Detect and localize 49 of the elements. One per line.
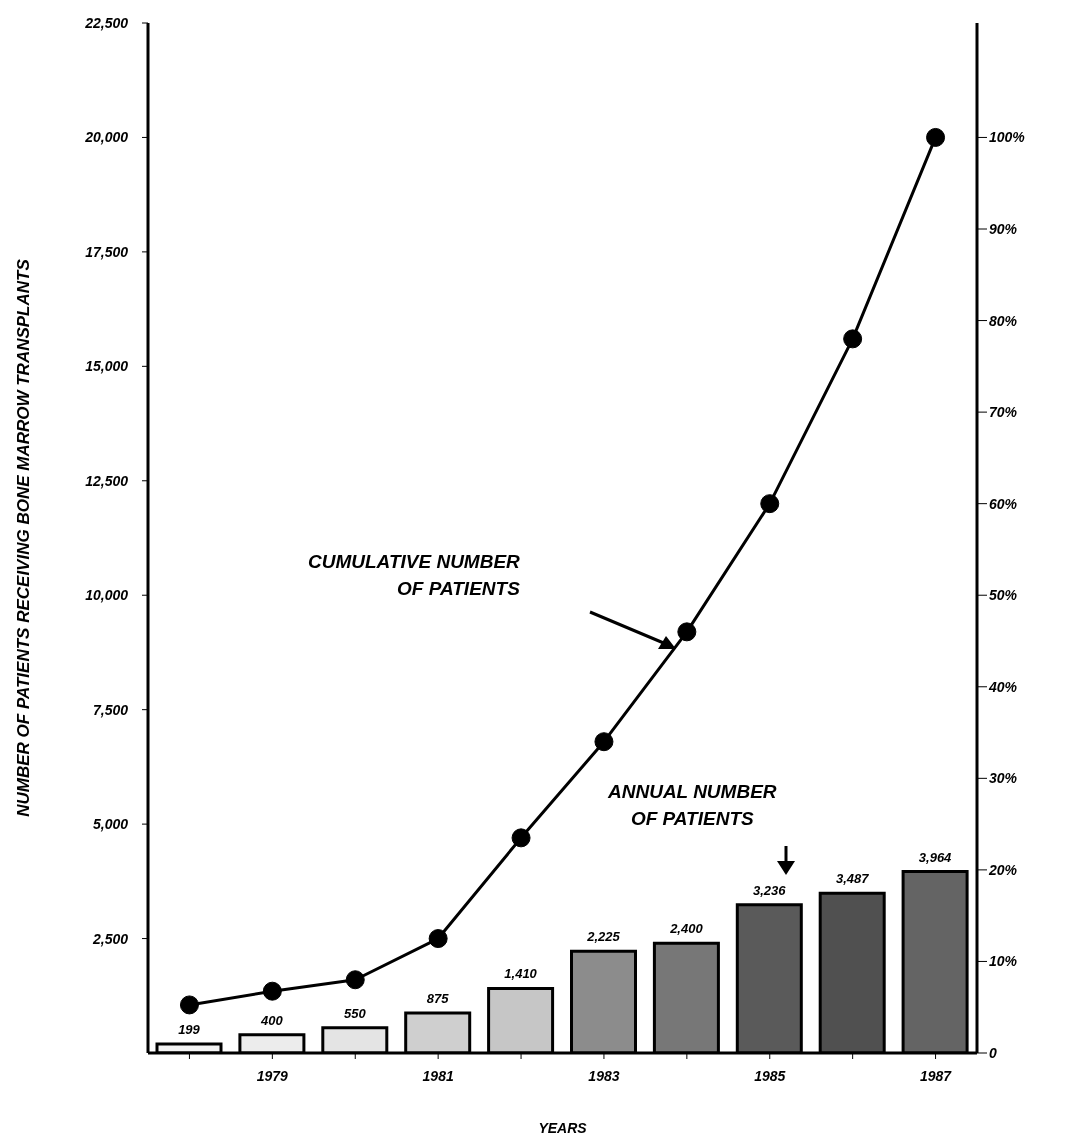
y-tick-label: 22,500 <box>84 14 129 31</box>
y-axis-title: NUMBER OF PATIENTS RECEIVING BONE MARROW TRANSPLANTS <box>14 258 34 817</box>
y-tick-label: 17,500 <box>85 243 129 260</box>
y2-tick-label: 60% <box>989 495 1018 512</box>
y2-tick-label: 80% <box>989 312 1018 329</box>
x-tick-label: 1979 <box>256 1067 289 1084</box>
data-label: 3,964 <box>918 849 953 865</box>
y2-tick-label: 20% <box>988 861 1018 878</box>
data-label: 3,236 <box>753 882 787 898</box>
data-label: 2,400 <box>669 921 704 937</box>
point <box>262 981 282 1001</box>
x-tick-label: 1987 <box>919 1067 953 1084</box>
data-label: 3,487 <box>835 871 870 887</box>
point <box>428 929 448 949</box>
point <box>594 732 614 752</box>
data-label: 2,225 <box>586 929 621 945</box>
y2-tick-label: 10% <box>989 953 1018 970</box>
data-label: 875 <box>426 990 450 1006</box>
data-label: 550 <box>343 1005 367 1021</box>
y2-tick-label: 30% <box>989 770 1018 787</box>
y-tick-label: 15,000 <box>85 358 129 375</box>
y2-tick-label: 70% <box>989 404 1018 421</box>
point <box>760 494 780 514</box>
point <box>926 127 946 147</box>
x-tick-label: 1985 <box>754 1067 786 1084</box>
y2-tick-label: 0 <box>989 1044 997 1061</box>
y2-tick-label: 100% <box>989 129 1026 146</box>
x-axis-title: YEARS <box>538 1120 588 1136</box>
y2-tick-label: 50% <box>989 587 1018 604</box>
point <box>179 995 199 1015</box>
point <box>677 622 697 642</box>
x-tick-label: 1983 <box>588 1067 620 1084</box>
annotation: CUMULATIVE NUMBER OF PATIENTS <box>308 550 520 601</box>
y-tick-label: 20,000 <box>84 129 129 146</box>
y2-tick-label: 90% <box>989 220 1018 237</box>
y-tick-label: 5,000 <box>92 816 129 833</box>
point <box>345 970 365 990</box>
y2-tick-label: 40% <box>988 678 1018 695</box>
data-label: 1,410 <box>504 966 538 982</box>
y-tick-label: 2,500 <box>91 930 129 947</box>
data-label: 400 <box>260 1012 284 1028</box>
annotation: ANNUAL NUMBER OF PATIENTS <box>608 780 777 831</box>
point <box>843 329 863 349</box>
y-tick-label: 7,500 <box>92 701 129 718</box>
y-tick-label: 10,000 <box>85 587 129 604</box>
point <box>511 828 531 848</box>
y-tick-label: 12,500 <box>85 472 129 489</box>
data-label: 199 <box>178 1021 201 1037</box>
x-tick-label: 1981 <box>422 1067 454 1084</box>
